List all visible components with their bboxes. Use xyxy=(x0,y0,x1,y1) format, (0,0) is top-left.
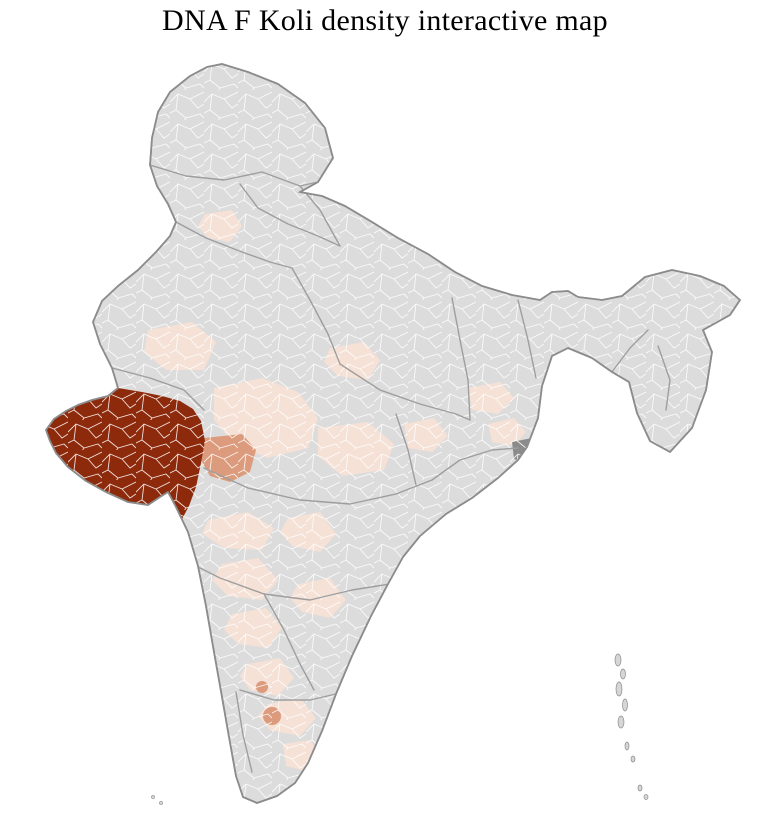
island[interactable] xyxy=(622,698,628,712)
island[interactable] xyxy=(620,668,626,680)
lakshadweep-islands[interactable] xyxy=(151,795,163,805)
state-line xyxy=(657,345,671,411)
state-line xyxy=(179,557,391,601)
state-line xyxy=(291,267,341,365)
island[interactable] xyxy=(624,741,630,751)
state-line xyxy=(339,363,471,421)
state-line xyxy=(451,297,471,421)
state-line xyxy=(611,329,649,373)
state-line xyxy=(203,467,433,505)
andaman-nicobar-islands[interactable] xyxy=(614,653,649,800)
island[interactable] xyxy=(615,681,623,697)
state-line xyxy=(239,689,337,701)
state-line xyxy=(239,183,341,247)
state-line xyxy=(235,691,253,773)
state-line xyxy=(263,593,315,691)
island[interactable] xyxy=(630,755,636,763)
state-line xyxy=(517,299,537,379)
island[interactable] xyxy=(617,715,625,729)
state-boundaries xyxy=(111,164,671,773)
island[interactable] xyxy=(151,795,155,799)
island[interactable] xyxy=(614,653,622,667)
island[interactable] xyxy=(643,794,649,800)
island[interactable] xyxy=(159,801,163,805)
state-line xyxy=(175,221,293,269)
page-title: DNA F Koli density interactive map xyxy=(162,4,608,37)
state-line xyxy=(149,164,319,187)
state-line xyxy=(431,447,519,481)
state-line xyxy=(395,413,417,486)
district-boundaries-overlay xyxy=(46,64,740,803)
island[interactable] xyxy=(637,784,643,792)
state-line xyxy=(111,367,205,411)
